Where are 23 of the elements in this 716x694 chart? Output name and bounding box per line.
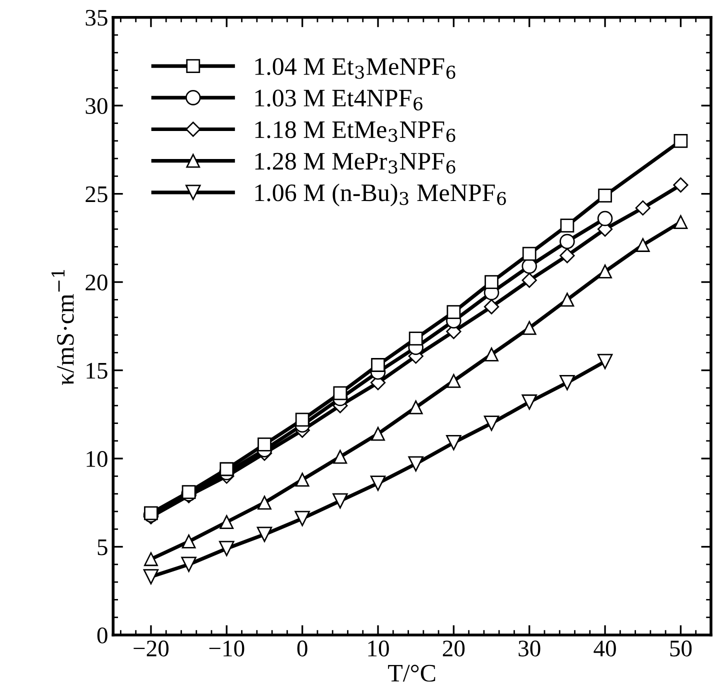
x-tick-label: 20 xyxy=(442,640,465,656)
legend-label: 1.18 M EtMe$_{3}$NPF$_{6}$ xyxy=(255,121,456,142)
y-tick-label: 20 xyxy=(86,274,108,290)
x-tick-label: 10 xyxy=(368,640,389,656)
y-tick-label: 5 xyxy=(98,540,108,556)
legend-label: 1.28 M MePr$_{3}$NPF$_{6}$ xyxy=(255,152,456,174)
y-tick-label: 35 xyxy=(86,10,108,26)
y-tick-label: 0 xyxy=(97,628,108,644)
x-tick-label: −10 xyxy=(209,640,244,656)
y-tick-label: 25 xyxy=(86,186,108,202)
x-tick-label: −20 xyxy=(134,640,169,656)
legend-label: 1.03 M Et4NPF$_{6}$ xyxy=(255,90,422,110)
x-tick-label: 0 xyxy=(297,640,308,656)
y-tick-label: 30 xyxy=(86,98,108,114)
y-tick-label: 10 xyxy=(86,451,108,467)
x-tick-label: 40 xyxy=(594,640,616,656)
legend-label: 1.06 M (n-Bu)$_{3}$ MeNPF$_{6}$ xyxy=(255,184,506,206)
y-tick-label: 15 xyxy=(86,362,108,379)
x-tick-label: 50 xyxy=(670,640,692,656)
legend-label: 1.04 M Et$_{3}$MeNPF$_{6}$ xyxy=(255,58,456,79)
x-tick-label: 30 xyxy=(518,640,540,656)
y-axis-title: κ/mS·cm$^{−1}$ xyxy=(52,270,74,385)
x-axis-title: T/°C xyxy=(388,664,436,682)
